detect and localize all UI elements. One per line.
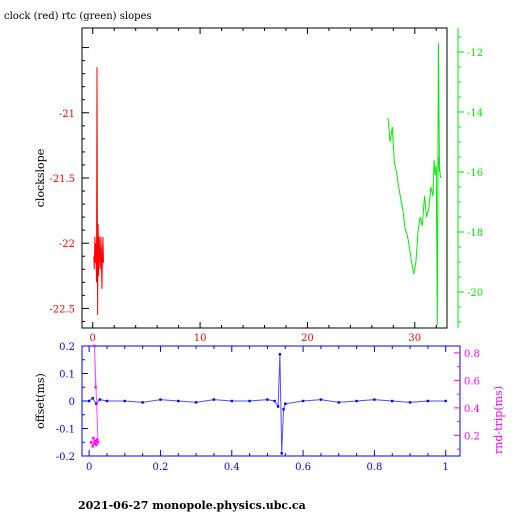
chart-title: clock (red) rtc (green) slopes — [4, 11, 152, 22]
slope-series — [93, 42, 442, 326]
offset-x-tick-label: 0.4 — [224, 462, 240, 473]
offset-y-axis-label: offset(ms) — [34, 373, 47, 429]
slope-y-right-tick-label: -18 — [467, 228, 483, 239]
rtc-series-line — [387, 42, 442, 326]
slope-panel: clockslope 0 10 20 30 -21-21.5-22-22.5 -12-… — [34, 27, 483, 344]
slope-x-tick-label: 30 — [408, 333, 421, 344]
offset-y-right-tick-label: 0.2 — [464, 431, 480, 442]
offset-y-right-tick-label: 0.4 — [464, 404, 480, 415]
slope-y-left-ticks: -21 -21.5 -22 -22.5 — [49, 47, 89, 322]
offset-x-tick-label: 0 — [86, 462, 92, 473]
offset-y-right-tick-label: 0.6 — [464, 376, 480, 387]
round_trip-point — [89, 441, 93, 444]
slope-y-right-tick-label: -12 — [467, 48, 483, 59]
offset-x-tick-label: 0.6 — [295, 462, 311, 473]
slope-y-right-tick-label: -20 — [467, 288, 483, 299]
offset-y-left-tick-label: 0.1 — [59, 370, 75, 381]
offset-series — [87, 344, 447, 455]
offset-y-left-tick-label: -0.1 — [56, 425, 75, 436]
offset-panel: offset(ms) rnd-trip(ms) 0 0.2 0.4 0.6 0.8 1 0… — [34, 342, 505, 473]
offset-y-right-tick-label: 0.8 — [464, 349, 480, 360]
offset-y-left-tick-label: 0.2 — [59, 342, 75, 353]
slope-y-left-tick-label: -21.5 — [49, 174, 75, 185]
offset-series-trace — [88, 354, 446, 454]
slope-x-tick-label: 20 — [301, 333, 314, 344]
slope-y-left-tick-label: -22 — [59, 239, 75, 250]
slope-y-right-tick-label: -14 — [467, 108, 483, 119]
offset-x-tick-label: 1 — [443, 462, 449, 473]
offset-y-left-tick-label: 0 — [69, 397, 75, 408]
offset-y-right-ticks: 0.8 0.6 0.4 0.2 — [454, 349, 480, 450]
offset-y-left-tick-label: -0.2 — [56, 452, 75, 463]
slope-y-right-tick-label: -16 — [467, 168, 483, 179]
slope-y-left-tick-label: -21 — [59, 109, 75, 120]
round-trip-y-axis-label: rnd-trip(ms) — [492, 386, 505, 454]
slope-y-axis-label: clockslope — [34, 149, 47, 207]
round_trip-series-trace — [90, 345, 99, 447]
clock-series-line — [93, 67, 104, 316]
slope-x-tick-label: 0 — [90, 333, 96, 344]
footer-text: 2021-06-27 monopole.physics.ubc.ca — [78, 499, 306, 512]
slope-y-left-tick-label: -22.5 — [49, 304, 75, 315]
offset-plot-frame — [81, 345, 461, 457]
slope-plot-frame — [81, 27, 448, 329]
offset-x-ticks: 0 0.2 0.4 0.6 0.8 1 — [86, 346, 449, 473]
offset-y-left-ticks: 0.2 0.1 0 -0.1 -0.2 — [56, 342, 88, 463]
slope-y-right-ticks: -12 -14 -16 -18 -20 — [457, 28, 483, 328]
offset-x-tick-label: 0.2 — [152, 462, 168, 473]
slope-x-tick-label: 10 — [194, 333, 207, 344]
offset-x-tick-label: 0.8 — [366, 462, 382, 473]
slope-x-ticks: 0 10 20 30 — [90, 28, 437, 344]
